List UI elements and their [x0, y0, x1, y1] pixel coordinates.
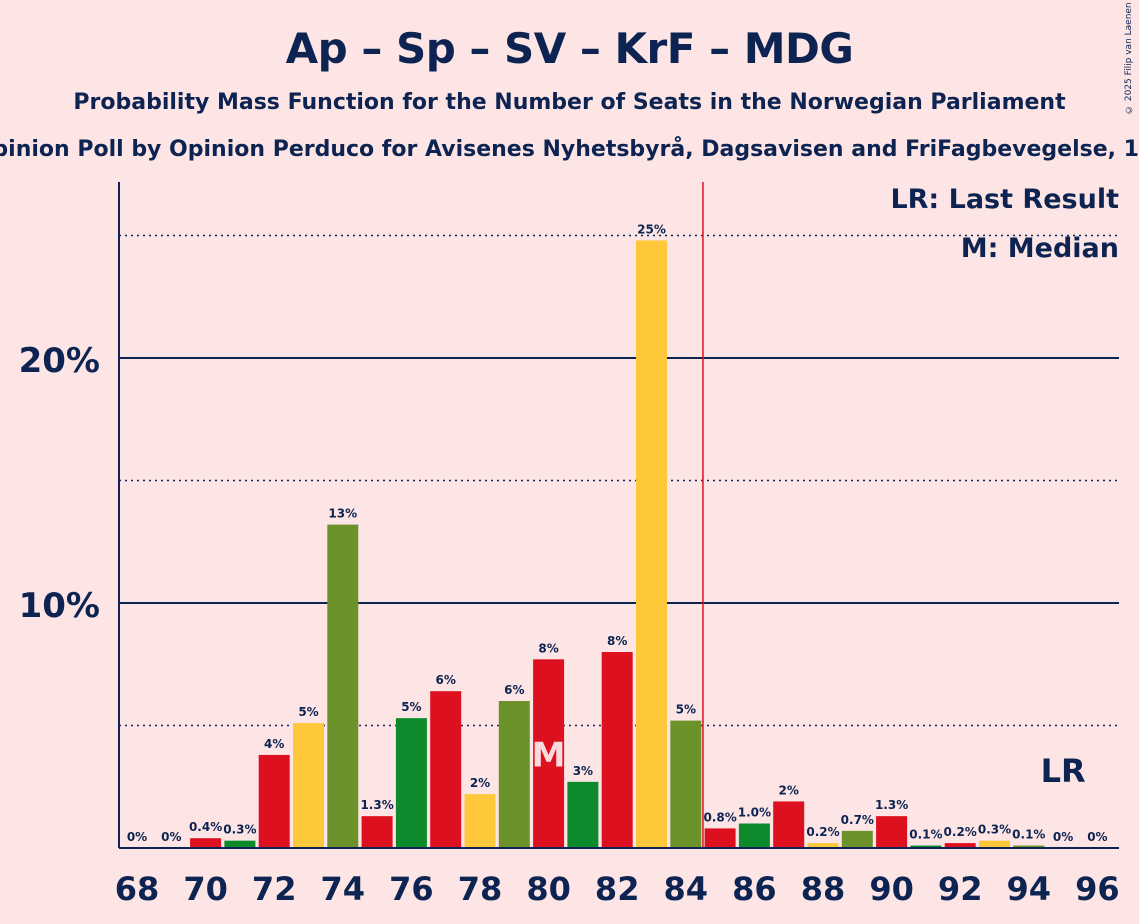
last-result-marker: LR	[1041, 752, 1086, 790]
bar	[876, 816, 908, 848]
x-tick-label: 84	[664, 870, 709, 908]
x-tick-label: 82	[595, 870, 640, 908]
bar	[979, 840, 1010, 848]
bar-value-label: 0.2%	[944, 825, 977, 839]
bar-value-label: 1.0%	[738, 806, 771, 820]
bar	[224, 840, 256, 848]
bar-value-label: 8%	[607, 634, 627, 648]
bar-value-label: 0%	[1053, 830, 1073, 844]
y-tick-label: 10%	[19, 586, 100, 626]
x-tick-label: 76	[389, 870, 434, 908]
bar-value-label: 1.3%	[875, 798, 908, 812]
bar	[944, 843, 976, 848]
bar-value-label: 8%	[538, 641, 558, 655]
bar-value-label: 0.3%	[223, 823, 256, 837]
x-tick-label: 70	[183, 870, 228, 908]
bar	[533, 659, 565, 848]
x-tick-label: 90	[869, 870, 914, 908]
chart-axes: 68 70 72 74 76 78 80 82 84 86 88 90 92 94 96 10% 20%	[19, 182, 1120, 908]
chart-title: Ap – Sp – SV – KrF – MDG	[285, 24, 854, 73]
bar-value-label: 0.2%	[806, 825, 839, 839]
x-tick-label: 86	[732, 870, 777, 908]
legend-last-result: LR: Last Result	[890, 184, 1119, 215]
bar	[327, 524, 359, 848]
chart-poll-description: Opinion Poll by Opinion Perduco for Avis…	[0, 137, 1139, 162]
bar-value-label: 0.4%	[189, 820, 222, 834]
bar-value-label: 5%	[401, 700, 421, 714]
bar-value-label: 5%	[676, 703, 696, 717]
bar-value-label: 4%	[264, 737, 284, 751]
bar-value-label: 0.3%	[978, 823, 1011, 837]
bar-value-label: 0.7%	[841, 813, 874, 827]
bar-value-label: 6%	[436, 673, 456, 687]
bar-value-label: 0.8%	[703, 810, 736, 824]
x-tick-label: 72	[252, 870, 297, 908]
x-tick-label: 78	[458, 870, 503, 908]
bar-value-label: 2%	[779, 783, 799, 797]
bar-value-label: 0.1%	[909, 828, 942, 842]
x-tick-label: 94	[1007, 870, 1052, 908]
bar	[567, 781, 599, 848]
bar-value-label: 5%	[298, 705, 318, 719]
bar	[601, 652, 633, 848]
bar-value-label: 0%	[161, 830, 181, 844]
chart-bar-labels: 0% 0%0.4% 0.3%4%5%13%1.3%5%6%2%6%8%3%8%25%…	[127, 222, 1108, 844]
bar-value-label: 6%	[504, 683, 524, 697]
chart-bars	[190, 240, 1045, 848]
bar	[293, 723, 324, 848]
median-marker: M	[532, 736, 566, 776]
chart-overlays: M LR	[532, 182, 1086, 848]
bar	[395, 718, 427, 848]
bar	[361, 816, 393, 848]
bar	[910, 845, 942, 848]
bar	[704, 828, 736, 848]
chart-subtitle: Probability Mass Function for the Number…	[73, 90, 1066, 115]
bar-value-label: 25%	[637, 222, 666, 236]
bar	[807, 843, 839, 848]
x-tick-label: 96	[1075, 870, 1120, 908]
legend-median: M: Median	[960, 233, 1119, 264]
bar	[773, 801, 805, 848]
bar	[636, 240, 667, 848]
bar-value-label: 0%	[1087, 830, 1107, 844]
x-tick-label: 68	[115, 870, 160, 908]
bar-value-label: 3%	[573, 764, 593, 778]
bar-value-label: 2%	[470, 776, 490, 790]
bar	[738, 823, 770, 848]
y-tick-label: 20%	[19, 341, 100, 381]
x-tick-label: 88	[801, 870, 846, 908]
bar-value-label: 0.1%	[1012, 828, 1045, 842]
bar-value-label: 1.3%	[360, 798, 393, 812]
bar	[841, 830, 873, 848]
bar	[670, 720, 702, 848]
x-tick-label: 80	[526, 870, 571, 908]
bar	[498, 701, 530, 848]
bar	[258, 754, 290, 848]
bar	[190, 838, 222, 848]
bar	[464, 794, 496, 848]
bar	[1013, 845, 1045, 848]
bar-value-label: 13%	[328, 507, 357, 521]
bar	[430, 691, 462, 848]
x-tick-label: 74	[321, 870, 366, 908]
bar-value-label: 0%	[127, 830, 147, 844]
x-tick-label: 92	[938, 870, 983, 908]
